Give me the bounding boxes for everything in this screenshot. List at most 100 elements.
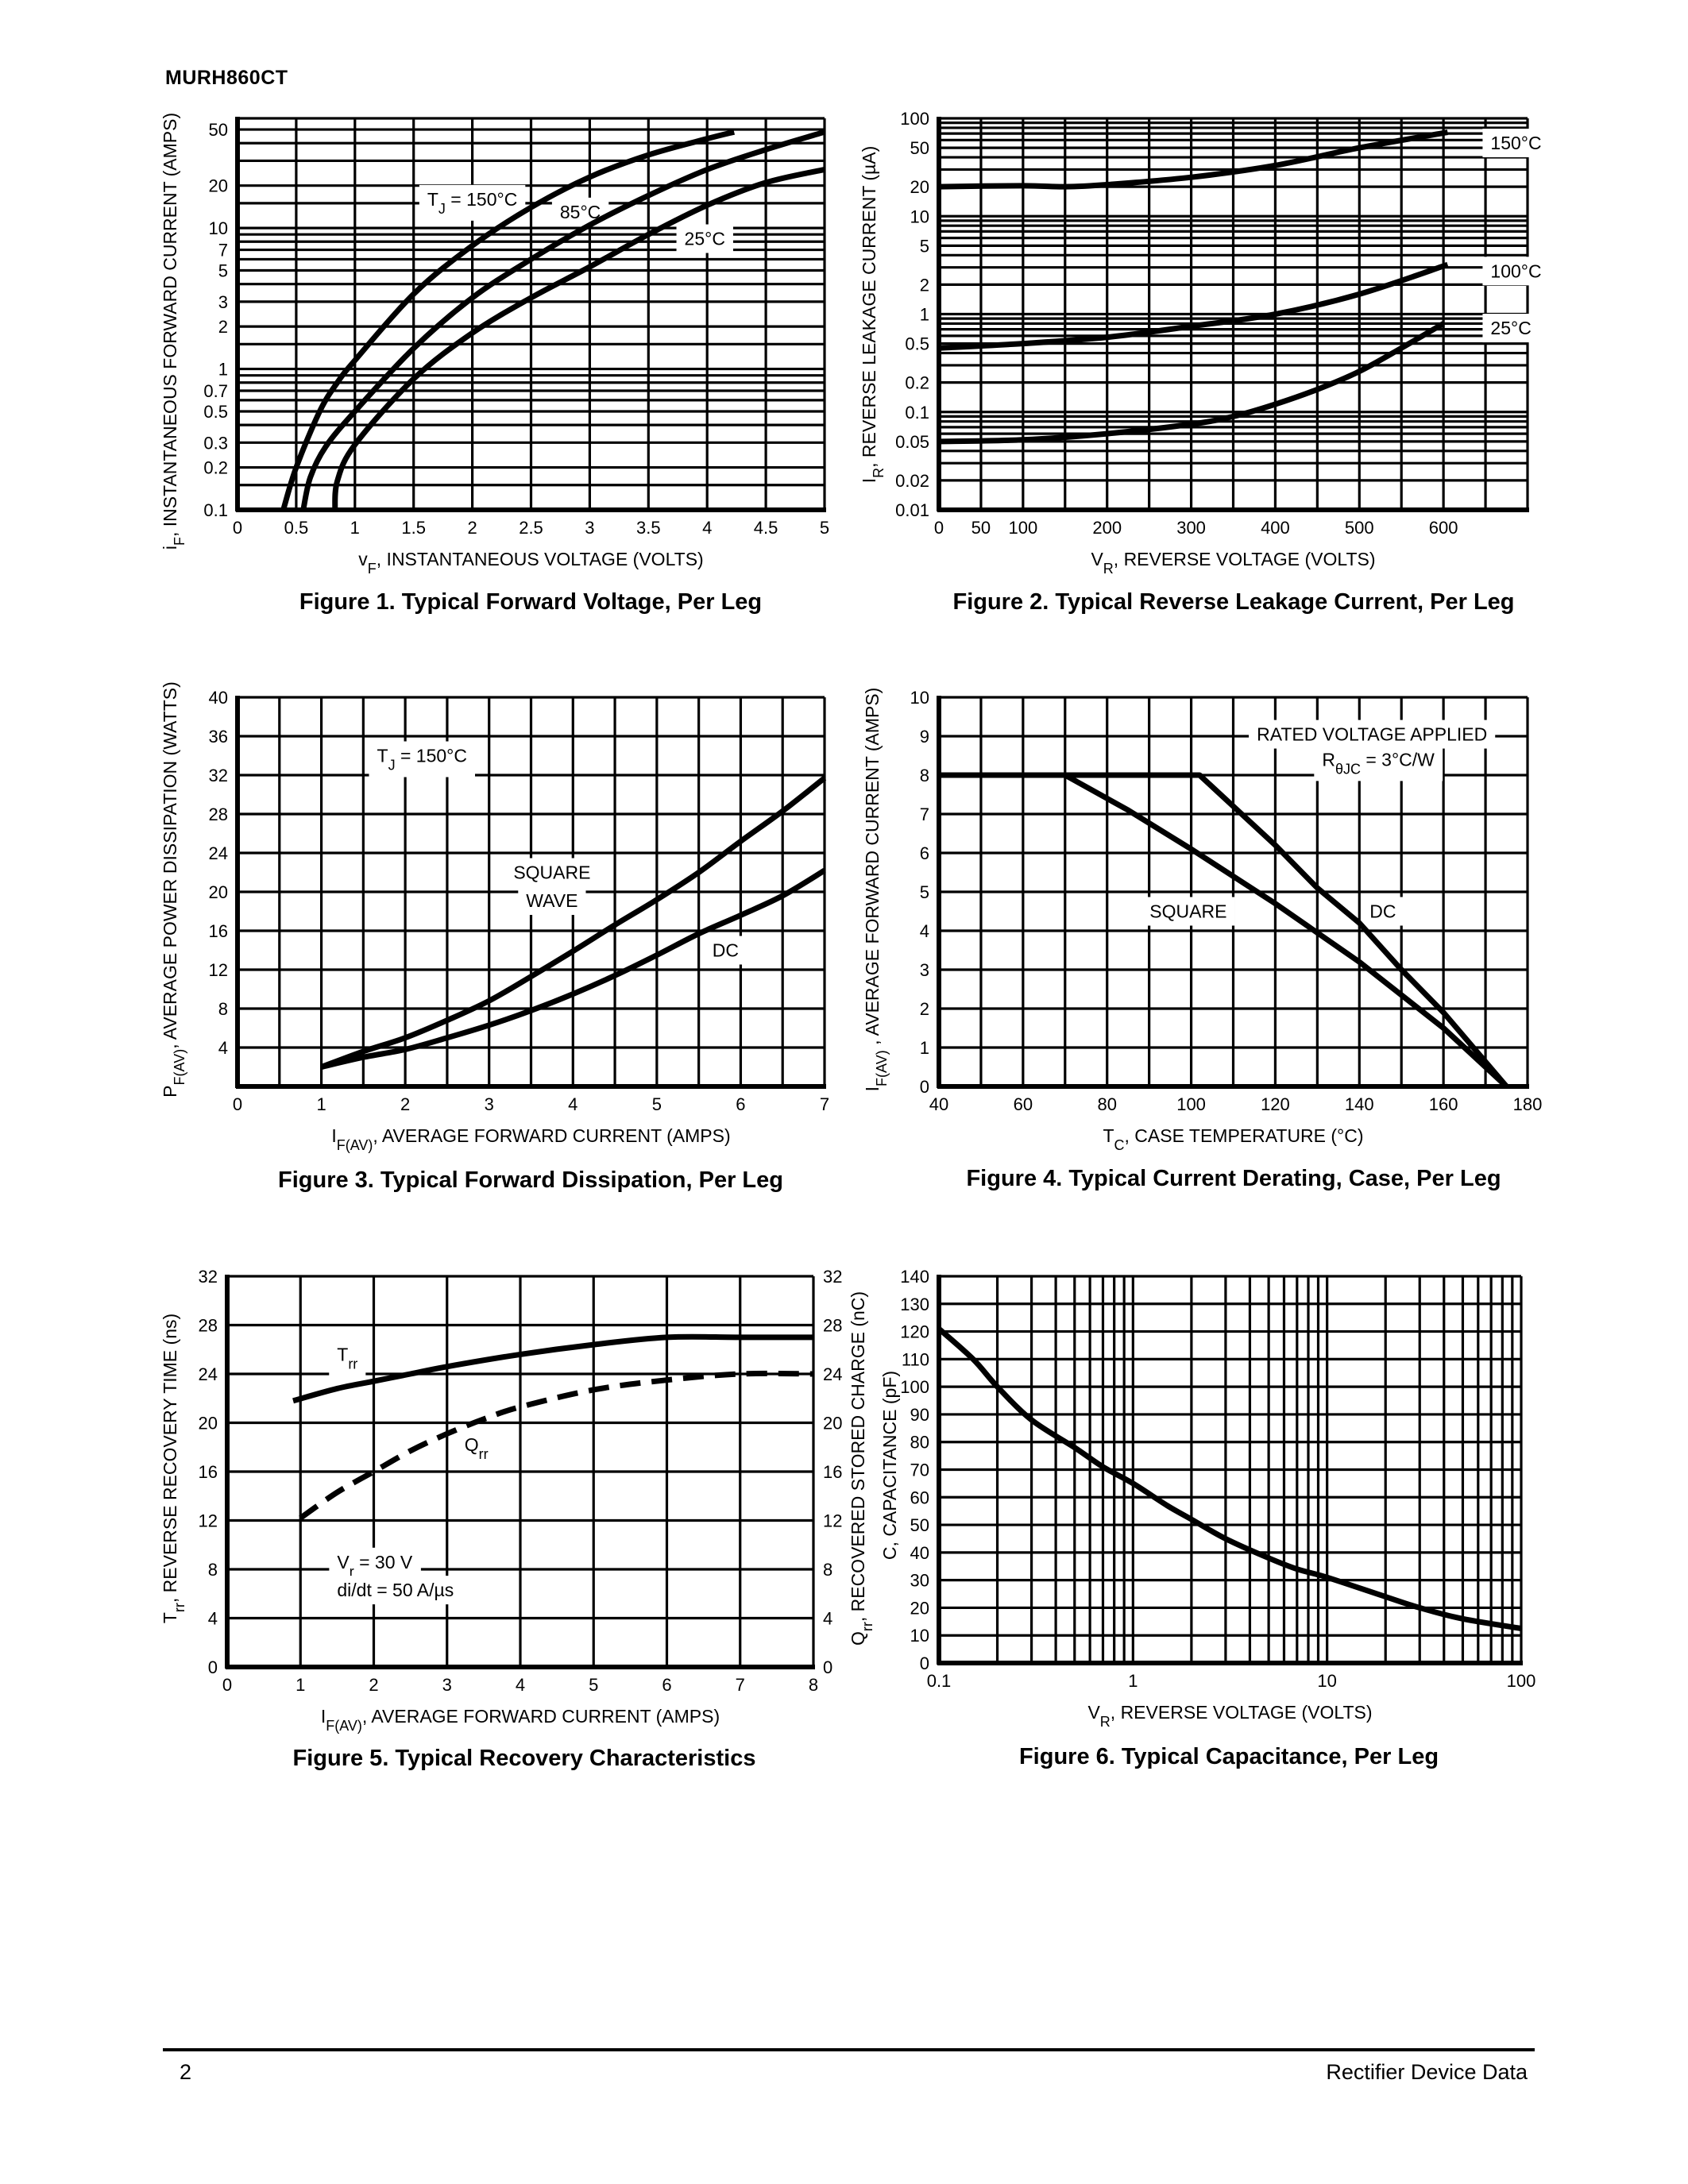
- y-tick-label: 20: [910, 177, 929, 197]
- y-tick-label: 20: [209, 882, 228, 902]
- x-axis-label: TC, CASE TEMPERATURE (°C): [1103, 1125, 1363, 1153]
- y-tick-label: 8: [208, 1560, 218, 1580]
- y-axis-label: Trr, REVERSE RECOVERY TIME (ns): [160, 1314, 187, 1623]
- y-tick-label: 10: [910, 1626, 929, 1646]
- y-tick-label: 7: [920, 805, 929, 824]
- y-tick-label: 8: [218, 999, 228, 1019]
- y-tick-label: 12: [209, 960, 228, 980]
- y-tick-label: 20: [910, 1598, 929, 1618]
- label-background: [676, 224, 733, 253]
- y-tick-label: 28: [209, 805, 228, 824]
- y-tick-label: 80: [910, 1433, 929, 1453]
- y-axis-label: PF(AV), AVERAGE POWER DISSIPATION (WATTS…: [160, 681, 187, 1098]
- x-axis-label: VR, REVERSE VOLTAGE (VOLTS): [1087, 1702, 1372, 1730]
- label-background: [329, 1576, 462, 1605]
- series-1-curve: [937, 1326, 1522, 1631]
- x-tick-label: 3: [485, 1094, 494, 1114]
- figure-5-caption: Figure 5. Typical Recovery Characteristi…: [292, 1746, 756, 1771]
- x-tick-label: 160: [1429, 1094, 1458, 1114]
- y-tick-label: 0.5: [905, 334, 929, 354]
- y-tick-label: 0: [920, 1653, 929, 1673]
- grid: [227, 1276, 813, 1667]
- curve-label: Trr: [337, 1344, 357, 1372]
- x-tick-label: 4: [568, 1094, 577, 1114]
- label-background: [369, 741, 475, 778]
- x-tick-label: 180: [1513, 1094, 1543, 1114]
- footer-text: Rectifier Device Data: [1326, 2060, 1528, 2084]
- x-tick-label: 5: [820, 518, 829, 538]
- x-tick-label: 500: [1345, 518, 1374, 538]
- y-tick-label: 0.7: [203, 381, 228, 401]
- label-background: [1482, 314, 1539, 343]
- y2-tick-label: 20: [823, 1414, 842, 1433]
- figure-3-caption: Figure 3. Typical Forward Dissipation, P…: [278, 1167, 783, 1193]
- x-tick-label: 4.5: [754, 518, 778, 538]
- y-axis-label: C, CAPACITANCE (pF): [879, 1371, 900, 1560]
- y2-tick-label: 28: [823, 1316, 842, 1336]
- y-axis-label: iF, INSTANTANEOUS FORWARD CURRENT (AMPS): [160, 113, 187, 550]
- curve-label: SQUARE: [513, 862, 590, 883]
- y-tick-label: 50: [209, 120, 228, 140]
- series-1-curve: [280, 129, 736, 511]
- y-tick-label: 5: [218, 261, 228, 281]
- curve-label: TJ = 150°C: [427, 189, 517, 217]
- x-tick-label: 100: [1176, 1094, 1206, 1114]
- y-tick-label: 7: [218, 241, 228, 260]
- y-tick-label: 140: [900, 1267, 929, 1287]
- y-tick-label: 24: [199, 1364, 218, 1384]
- x-axis-label: IF(AV), AVERAGE FORWARD CURRENT (AMPS): [331, 1125, 730, 1153]
- y-tick-label: 1: [218, 360, 228, 380]
- grid: [939, 697, 1528, 1086]
- y-tick-label: 1: [920, 1038, 929, 1058]
- label-background: [518, 886, 586, 916]
- figure-1: TJ = 150°C85°C25°C0 0.5 1 1.5 2 2.5 3 3.5 4 4.5 50…: [160, 113, 829, 577]
- y-tick-label: 3: [920, 960, 929, 980]
- y-tick-label: 130: [900, 1295, 929, 1314]
- y-tick-label: 70: [910, 1461, 929, 1480]
- grid: [939, 1276, 1521, 1663]
- y-tick-label: 0: [208, 1657, 218, 1677]
- x-axis-label: IF(AV), AVERAGE FORWARD CURRENT (AMPS): [321, 1706, 720, 1734]
- footer-rule: [163, 2048, 1535, 2051]
- x-tick-label: 4: [702, 518, 712, 538]
- y-tick-label: 12: [199, 1511, 218, 1531]
- y-tick-label: 10: [910, 206, 929, 226]
- series-2-curve: [939, 772, 1509, 1089]
- x-tick-label: 8: [809, 1675, 818, 1695]
- x-tick-label: 7: [820, 1094, 829, 1114]
- annotations: 150°C 100°C 25°C: [1482, 129, 1550, 343]
- series-1-curve: [939, 772, 1508, 1089]
- grid: [939, 118, 1528, 510]
- x-tick-label: 2: [467, 518, 477, 538]
- y-tick-label: 10: [209, 218, 228, 238]
- x-tick-label: 80: [1097, 1094, 1116, 1114]
- x-tick-label: 0: [233, 518, 242, 538]
- y-tick-label: 32: [209, 766, 228, 785]
- series-2-curve: [938, 261, 1449, 351]
- x-tick-label: 6: [662, 1675, 671, 1695]
- y-tick-label: 110: [902, 1349, 929, 1369]
- x-tick-label: 200: [1092, 518, 1122, 538]
- x-tick-label: 1: [316, 1094, 326, 1114]
- series-1-curve: [320, 775, 827, 1070]
- x-axis-label: vF, INSTANTANEOUS VOLTAGE (VOLTS): [358, 549, 703, 577]
- x-tick-label: 1: [295, 1675, 305, 1695]
- y-tick-label: 4: [208, 1609, 218, 1629]
- label-background: [505, 858, 599, 887]
- x-tick-label: 0: [934, 518, 944, 538]
- series-2-curve: [299, 1370, 814, 1521]
- curve-label: Qrr: [465, 1434, 489, 1462]
- series-3-curve: [938, 321, 1445, 445]
- y-axis-label: IR, REVERSE LEAKAGE CURRENT (µA): [859, 146, 886, 484]
- x-tick-label: 600: [1429, 518, 1458, 538]
- y2-axis-label: Qrr, RECOVERED STORED CHARGE (nC): [848, 1291, 875, 1646]
- grid: [238, 697, 825, 1086]
- label-background: [329, 1340, 366, 1376]
- y-tick-label: 28: [199, 1316, 218, 1336]
- curve-label: DC: [1369, 901, 1396, 922]
- y-tick-label: 0.5: [203, 402, 228, 422]
- label-background: [1482, 257, 1550, 286]
